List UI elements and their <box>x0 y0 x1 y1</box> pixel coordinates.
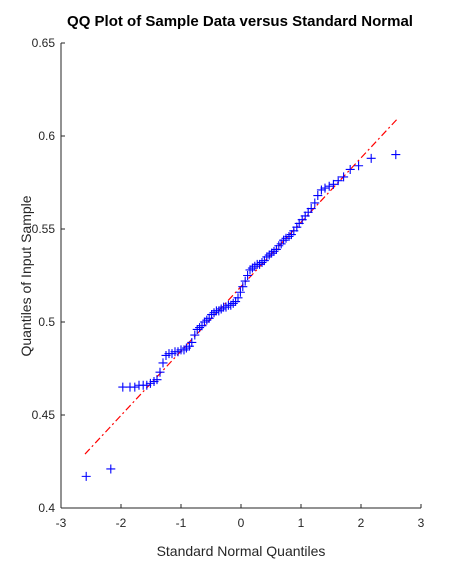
data-point <box>243 271 253 280</box>
data-point <box>197 321 207 331</box>
data-point <box>354 161 364 171</box>
data-point <box>284 231 294 241</box>
data-point <box>158 358 168 368</box>
y-tick-label: 0.4 <box>38 501 55 515</box>
data-point <box>192 324 202 334</box>
data-point <box>231 297 241 307</box>
data-point <box>202 315 212 325</box>
data-point <box>366 153 376 163</box>
data-point <box>199 317 209 327</box>
data-point <box>262 252 272 262</box>
data-point <box>145 378 155 388</box>
data-point <box>81 471 91 481</box>
x-axis-label: Standard Normal Quantiles <box>157 543 326 559</box>
data-point <box>228 298 238 308</box>
data-point <box>214 306 224 316</box>
data-point <box>286 230 296 240</box>
data-point <box>235 287 245 297</box>
x-tick-label: 0 <box>238 516 245 530</box>
y-axis-label: Quantiles of Input Sample <box>18 195 34 356</box>
data-points <box>81 150 401 481</box>
data-point <box>187 337 197 347</box>
data-point <box>333 176 343 186</box>
x-tick-label: -1 <box>176 516 187 530</box>
data-point <box>142 380 152 390</box>
axes: -3 -2 -1 0 1 2 3 0.4 0.45 0.5 0.55 0.6 0.65 <box>32 36 425 530</box>
data-point <box>195 323 205 333</box>
data-point <box>250 261 260 271</box>
data-point <box>245 265 255 275</box>
data-point <box>152 375 162 385</box>
y-tick-label: 0.55 <box>32 222 56 236</box>
x-tick-label: 2 <box>358 516 365 530</box>
data-point <box>345 164 355 174</box>
y-tick-label: 0.6 <box>38 129 55 143</box>
data-point <box>310 198 320 208</box>
data-point <box>184 341 194 351</box>
data-point <box>257 257 267 267</box>
y-tick-label: 0.65 <box>32 36 56 50</box>
data-point <box>226 300 236 310</box>
data-point <box>130 382 140 392</box>
data-point <box>328 179 338 189</box>
data-point <box>247 263 257 273</box>
data-point <box>259 256 269 266</box>
data-point <box>255 259 265 269</box>
data-point <box>207 310 217 320</box>
data-point <box>216 304 226 314</box>
data-point <box>190 330 200 340</box>
data-point <box>269 246 279 256</box>
data-point <box>271 244 281 254</box>
x-tick-label: 3 <box>418 516 425 530</box>
data-point <box>267 248 277 258</box>
data-point <box>292 222 302 232</box>
x-tick-label: -2 <box>116 516 127 530</box>
x-tick-label: -3 <box>56 516 67 530</box>
data-point <box>276 239 286 249</box>
data-point <box>179 345 189 355</box>
data-point <box>155 367 165 377</box>
data-point <box>209 308 219 318</box>
data-point <box>324 181 334 191</box>
data-point <box>221 302 231 312</box>
chart-title: QQ Plot of Sample Data versus Standard N… <box>67 13 413 30</box>
data-point <box>306 204 316 214</box>
x-tick-label: 1 <box>298 516 305 530</box>
data-point <box>240 276 250 286</box>
data-point <box>106 464 116 474</box>
data-point <box>274 241 284 251</box>
data-point <box>391 150 401 160</box>
data-point <box>320 183 330 193</box>
y-tick-label: 0.45 <box>32 408 56 422</box>
data-point <box>264 250 274 260</box>
data-point <box>233 293 243 303</box>
y-tick-label: 0.5 <box>38 315 55 329</box>
data-point <box>313 191 323 201</box>
data-point <box>279 235 289 245</box>
data-point <box>316 185 326 195</box>
data-point <box>204 313 214 323</box>
data-point <box>238 282 248 292</box>
data-point <box>339 172 349 182</box>
